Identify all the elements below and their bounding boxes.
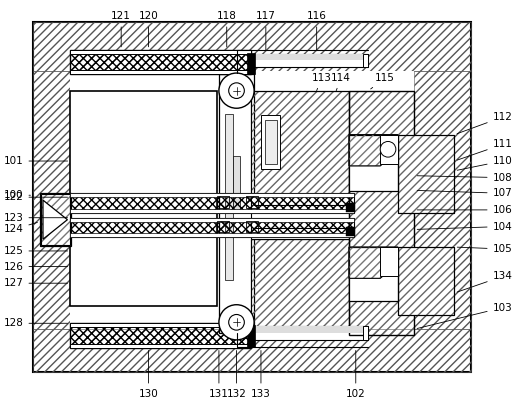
Text: 106: 106 (417, 205, 512, 215)
Bar (71, 218, 354, 222)
Circle shape (219, 305, 254, 340)
Bar (349, 91, 415, 335)
Bar (261, 115, 281, 169)
Bar (219, 74, 254, 333)
Bar (33, 22, 471, 372)
Text: 101: 101 (4, 156, 67, 166)
Text: 133: 133 (251, 351, 271, 399)
Bar (40, 193, 71, 246)
Bar (71, 233, 354, 237)
Text: 132: 132 (227, 351, 247, 399)
Circle shape (229, 314, 244, 330)
Bar (363, 53, 368, 67)
Bar (349, 247, 398, 301)
Bar (251, 239, 349, 329)
Text: 121: 121 (111, 12, 131, 47)
Bar (247, 53, 255, 74)
Text: 134: 134 (457, 271, 512, 292)
Bar (247, 325, 255, 347)
Text: 104: 104 (417, 222, 512, 231)
Text: 124: 124 (4, 222, 38, 234)
Bar (71, 50, 251, 74)
Text: 102: 102 (346, 351, 366, 399)
Text: 111: 111 (457, 139, 512, 160)
Bar (71, 209, 354, 213)
Bar (251, 53, 368, 60)
Bar (398, 135, 454, 213)
Bar (398, 135, 454, 213)
Bar (33, 329, 471, 372)
Bar (246, 221, 258, 232)
Text: 122: 122 (4, 192, 67, 202)
Bar (71, 50, 251, 53)
Bar (246, 196, 258, 208)
Text: 126: 126 (4, 261, 67, 272)
Bar (71, 193, 354, 213)
Text: 128: 128 (4, 318, 67, 328)
Bar (251, 91, 349, 195)
Bar (363, 326, 368, 340)
Bar (33, 22, 471, 71)
Bar (380, 135, 398, 164)
Text: 113: 113 (312, 73, 332, 91)
Bar (346, 228, 355, 236)
Bar (398, 247, 454, 316)
Bar (233, 156, 241, 210)
Bar (251, 91, 349, 195)
Text: 100: 100 (4, 190, 30, 200)
Polygon shape (43, 200, 67, 239)
Bar (251, 326, 368, 333)
Circle shape (219, 73, 254, 108)
Text: 112: 112 (457, 112, 512, 134)
Bar (71, 323, 251, 327)
Text: 108: 108 (417, 173, 512, 182)
Text: 116: 116 (307, 12, 327, 51)
Bar (71, 91, 217, 306)
Bar (71, 70, 251, 74)
Bar (33, 71, 71, 329)
Bar (251, 195, 349, 239)
Bar (349, 91, 415, 335)
Bar (349, 135, 398, 192)
Bar (398, 247, 454, 316)
Circle shape (229, 83, 244, 99)
Bar (251, 53, 368, 67)
Text: 105: 105 (457, 244, 512, 254)
Text: 115: 115 (371, 73, 395, 89)
Text: 103: 103 (417, 302, 512, 328)
Bar (71, 71, 415, 329)
Text: 114: 114 (331, 73, 351, 91)
Circle shape (380, 141, 396, 157)
Text: 123: 123 (4, 213, 67, 223)
Bar (398, 247, 454, 316)
Text: 127: 127 (4, 278, 67, 288)
Text: 110: 110 (457, 156, 512, 170)
Bar (217, 196, 229, 208)
Bar (71, 193, 354, 197)
Bar (380, 247, 398, 276)
Text: 130: 130 (139, 351, 159, 399)
Text: 117: 117 (256, 12, 276, 51)
Bar (251, 239, 349, 329)
Bar (71, 323, 251, 348)
Text: 107: 107 (417, 188, 512, 198)
Bar (71, 344, 251, 348)
Bar (346, 203, 355, 212)
Bar (415, 71, 471, 329)
Text: 118: 118 (217, 12, 237, 47)
Bar (225, 114, 233, 280)
Bar (217, 221, 229, 232)
Bar (265, 120, 277, 164)
Text: 125: 125 (4, 246, 67, 256)
Bar (251, 326, 368, 340)
Bar (398, 135, 454, 213)
Text: 131: 131 (209, 351, 229, 399)
Text: 120: 120 (139, 12, 159, 47)
Bar (71, 218, 354, 237)
